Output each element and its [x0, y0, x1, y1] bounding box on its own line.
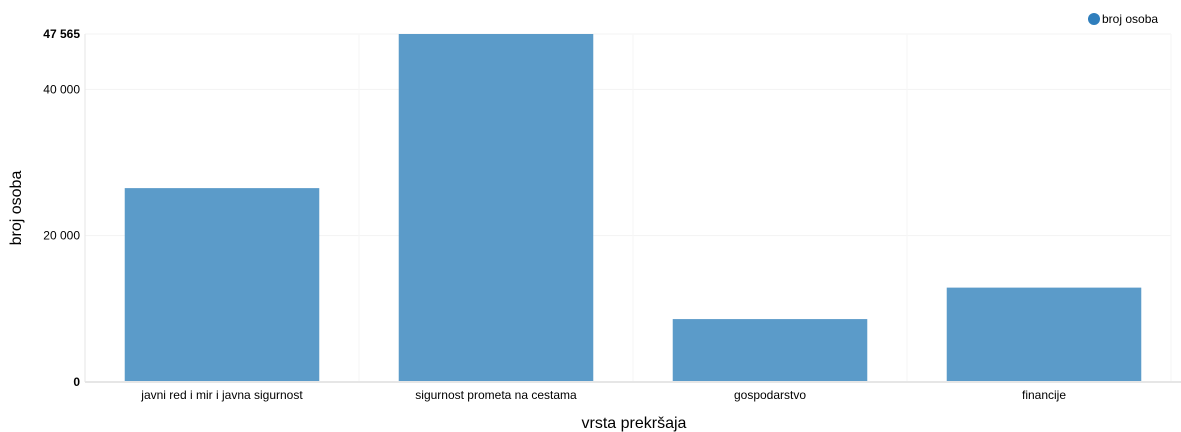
bar[interactable] — [672, 319, 868, 382]
axes — [84, 34, 1181, 383]
gridlines — [85, 33, 1172, 382]
x-axis-title: vrsta prekršaja — [582, 415, 687, 432]
y-tick-labels: 0 20 000 40 000 47 565 — [43, 27, 80, 389]
legend[interactable]: broj osoba — [1088, 12, 1158, 26]
bar[interactable] — [946, 287, 1142, 382]
bars — [124, 34, 1142, 382]
legend-swatch-icon — [1088, 13, 1100, 25]
bar[interactable] — [124, 188, 320, 382]
x-tick-label: gospodarstvo — [734, 388, 806, 402]
bar[interactable] — [398, 34, 594, 382]
y-axis-title: broj osoba — [8, 171, 25, 246]
y-tick-label: 20 000 — [43, 229, 80, 243]
x-tick-labels: javni red i mir i javna sigurnost sigurno… — [140, 388, 1066, 402]
x-tick-label: financije — [1022, 388, 1066, 402]
x-tick-label: javni red i mir i javna sigurnost — [140, 388, 303, 402]
legend-label: broj osoba — [1102, 12, 1158, 26]
x-tick-label: sigurnost prometa na cestama — [415, 388, 577, 402]
y-tick-label: 0 — [73, 375, 80, 389]
y-tick-label: 47 565 — [43, 27, 80, 41]
y-tick-label: 40 000 — [43, 82, 80, 96]
